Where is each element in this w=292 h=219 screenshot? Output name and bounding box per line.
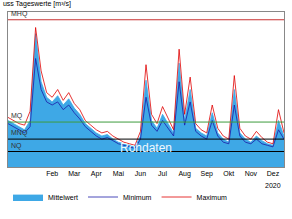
svg-text:Feb: Feb (46, 170, 58, 177)
svg-text:Sep: Sep (200, 170, 213, 178)
svg-text:Dez: Dez (267, 170, 280, 177)
svg-text:Jul: Jul (158, 170, 167, 177)
svg-text:Mai: Mai (113, 170, 125, 177)
svg-text:Okt: Okt (223, 170, 234, 177)
svg-text:Mar: Mar (68, 170, 81, 177)
svg-text:NQ: NQ (11, 142, 22, 150)
svg-text:Minimum: Minimum (123, 194, 152, 201)
svg-text:MNQ: MNQ (11, 129, 28, 137)
svg-text:MQ: MQ (11, 112, 23, 120)
svg-text:uss Tageswerte [m³/s]: uss Tageswerte [m³/s] (3, 0, 71, 8)
svg-text:Aug: Aug (178, 170, 191, 178)
svg-text:Maximum: Maximum (197, 194, 228, 201)
svg-text:Jun: Jun (135, 170, 146, 177)
svg-text:Mittelwert: Mittelwert (48, 194, 78, 201)
svg-text:Apr: Apr (91, 170, 103, 178)
svg-text:MHQ: MHQ (11, 10, 28, 18)
svg-text:2020: 2020 (265, 182, 281, 189)
svg-text:Nov: Nov (245, 170, 258, 177)
svg-text:Rohdaten: Rohdaten (120, 141, 172, 155)
